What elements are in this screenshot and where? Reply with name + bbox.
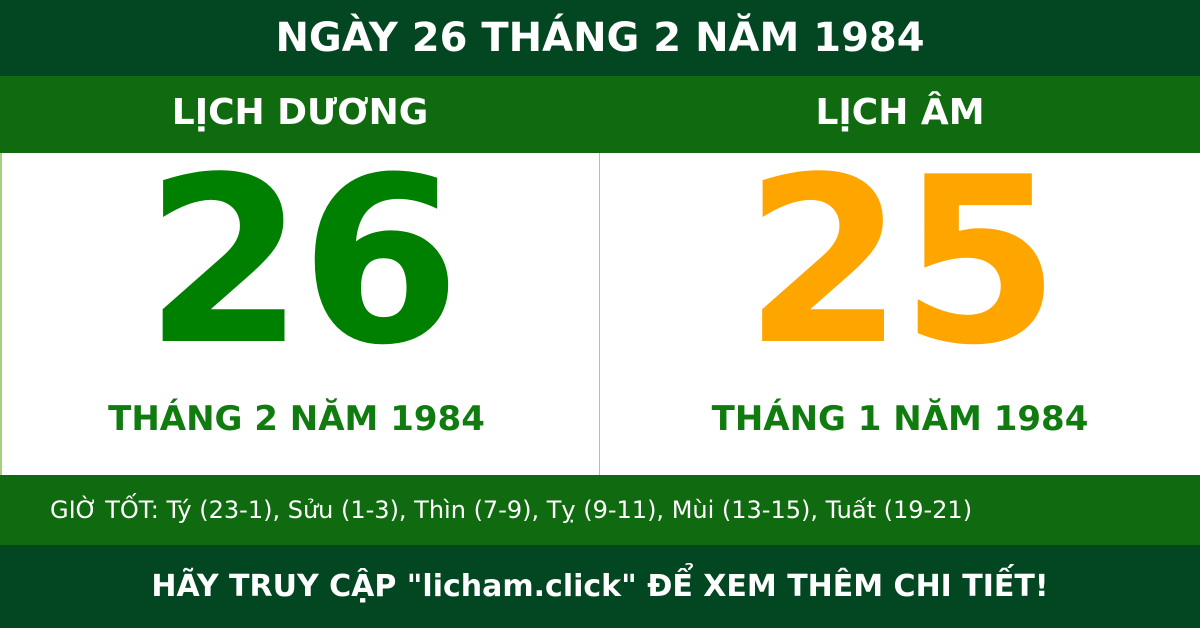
solar-calendar-label: LỊCH DƯƠNG <box>171 92 429 133</box>
lunar-calendar-label: LỊCH ÂM <box>815 92 985 133</box>
lunar-month-year: THÁNG 1 NĂM 1984 <box>711 399 1089 439</box>
lunar-day: 25 <box>743 129 1060 396</box>
good-hours: GIỜ TỐT: Tý (23-1), Sửu (1-3), Thìn (7-9… <box>0 475 1200 545</box>
solar-month-year: THÁNG 2 NĂM 1984 <box>108 399 485 439</box>
calendar-headers: LỊCH DƯƠNG LỊCH ÂM <box>0 76 1200 153</box>
solar-day: 26 <box>144 129 460 396</box>
lunar-calendar-panel: 25 THÁNG 1 NĂM 1984 <box>600 129 1200 475</box>
footer-cta: HÃY TRUY CẬP "licham.click" ĐỂ XEM THÊM … <box>0 545 1200 628</box>
calendar-body: 26 THÁNG 2 NĂM 1984 25 THÁNG 1 NĂM 1984 <box>0 129 1200 475</box>
solar-calendar-panel: 26 THÁNG 2 NĂM 1984 <box>0 129 600 475</box>
page-title: NGÀY 26 THÁNG 2 NĂM 1984 <box>0 0 1200 76</box>
